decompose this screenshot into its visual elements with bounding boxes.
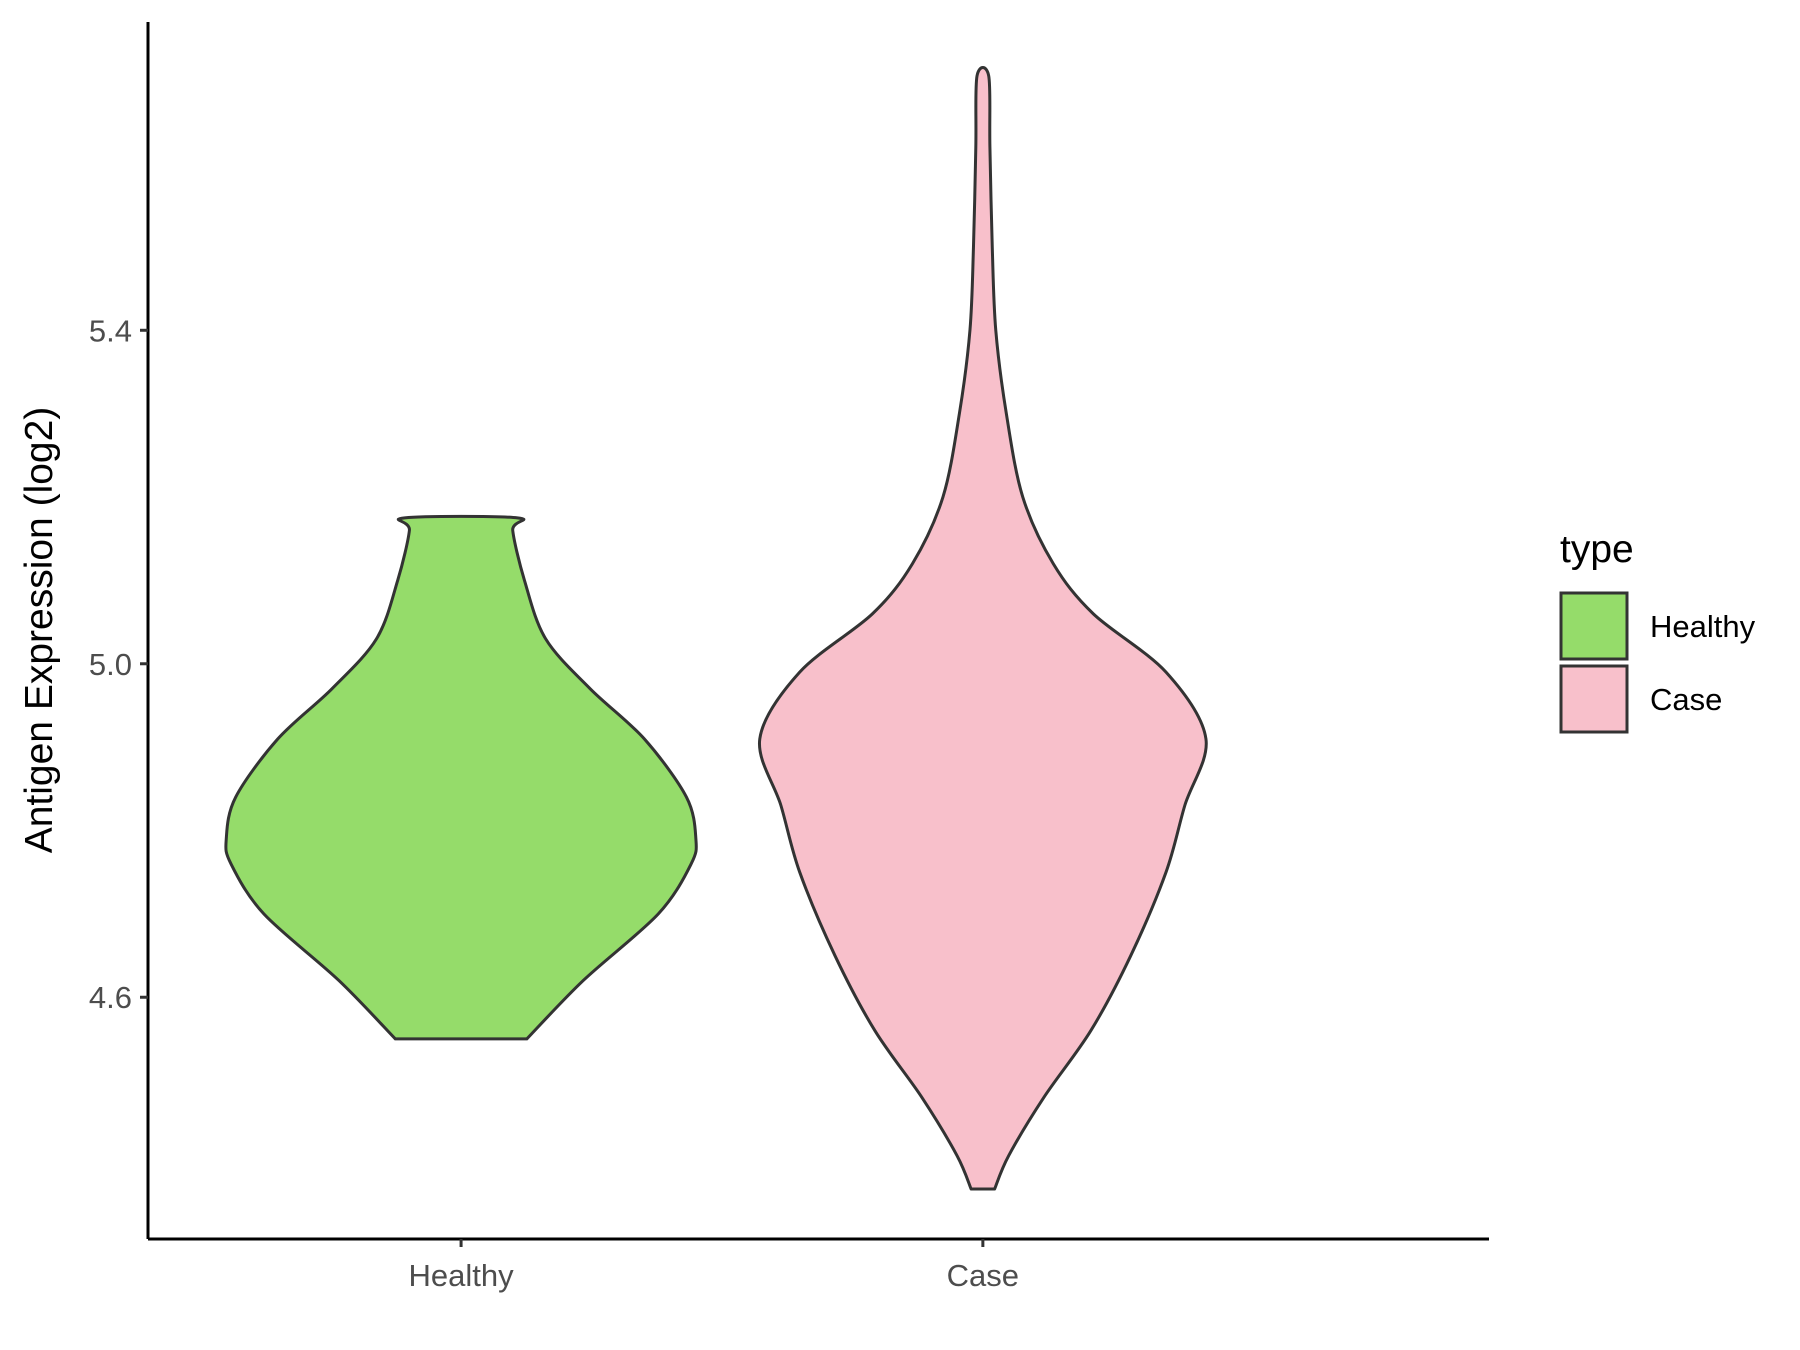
violin-healthy	[224, 514, 698, 1041]
legend-key-healthy	[1559, 591, 1629, 661]
x-axis-ticks: Healthy Case	[409, 1239, 1019, 1293]
violin-layer	[224, 66, 1208, 1191]
y-tick-label: 4.6	[89, 980, 132, 1015]
legend-key-case	[1559, 664, 1629, 734]
legend-label-healthy: Healthy	[1650, 609, 1756, 644]
violin-case	[758, 66, 1208, 1191]
legend-title: type	[1560, 528, 1634, 571]
y-axis-title: Antigen Expression (log2)	[18, 407, 61, 854]
x-tick-label: Healthy	[409, 1258, 515, 1293]
x-tick-label: Case	[947, 1258, 1019, 1293]
legend-label-case: Case	[1650, 682, 1722, 717]
legend: type Healthy Case	[1559, 528, 1756, 734]
y-tick-label: 5.0	[89, 647, 132, 682]
y-axis-ticks: 4.6 5.0 5.4	[89, 313, 148, 1015]
y-tick-label: 5.4	[89, 313, 132, 348]
